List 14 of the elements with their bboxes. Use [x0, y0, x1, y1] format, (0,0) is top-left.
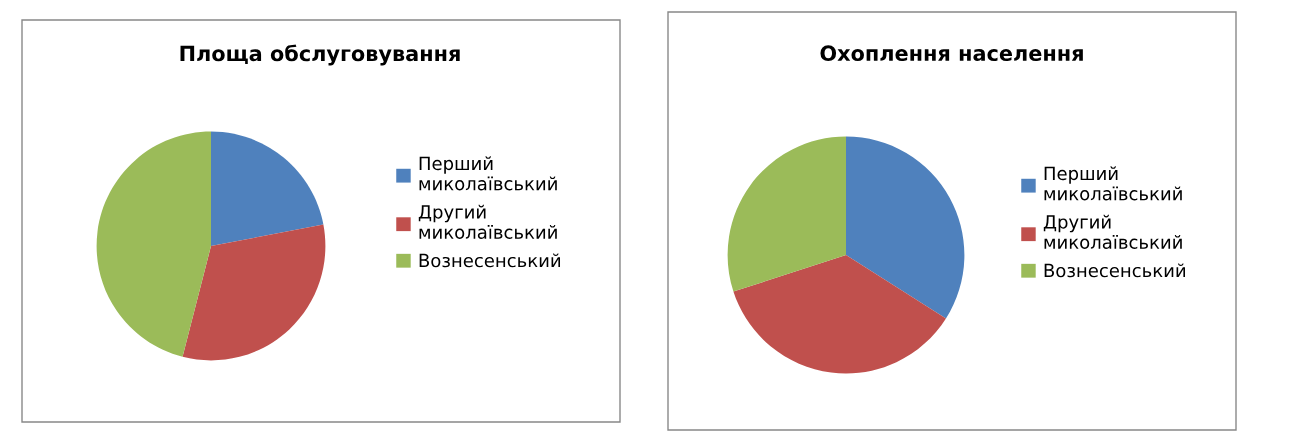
pie-slice	[211, 131, 324, 246]
legend-label: Вознесенський	[419, 253, 561, 268]
legend-label: Вознесенський	[1044, 263, 1186, 278]
legend-label: Другий миколаївський	[1043, 214, 1182, 249]
pie-slice	[96, 131, 211, 357]
chart-title: Площа обслуговування	[180, 44, 460, 66]
pie-slice	[182, 224, 326, 361]
chart-title: Охоплення населення	[820, 45, 1083, 62]
legend-label: Перший миколаївський	[1044, 166, 1182, 201]
pie-slice	[846, 136, 965, 319]
pie-slice	[727, 136, 846, 292]
pie-slice	[733, 255, 946, 374]
legend-label: Другий миколаївський	[418, 204, 557, 239]
legend-label: Перший миколаївський	[419, 156, 557, 191]
